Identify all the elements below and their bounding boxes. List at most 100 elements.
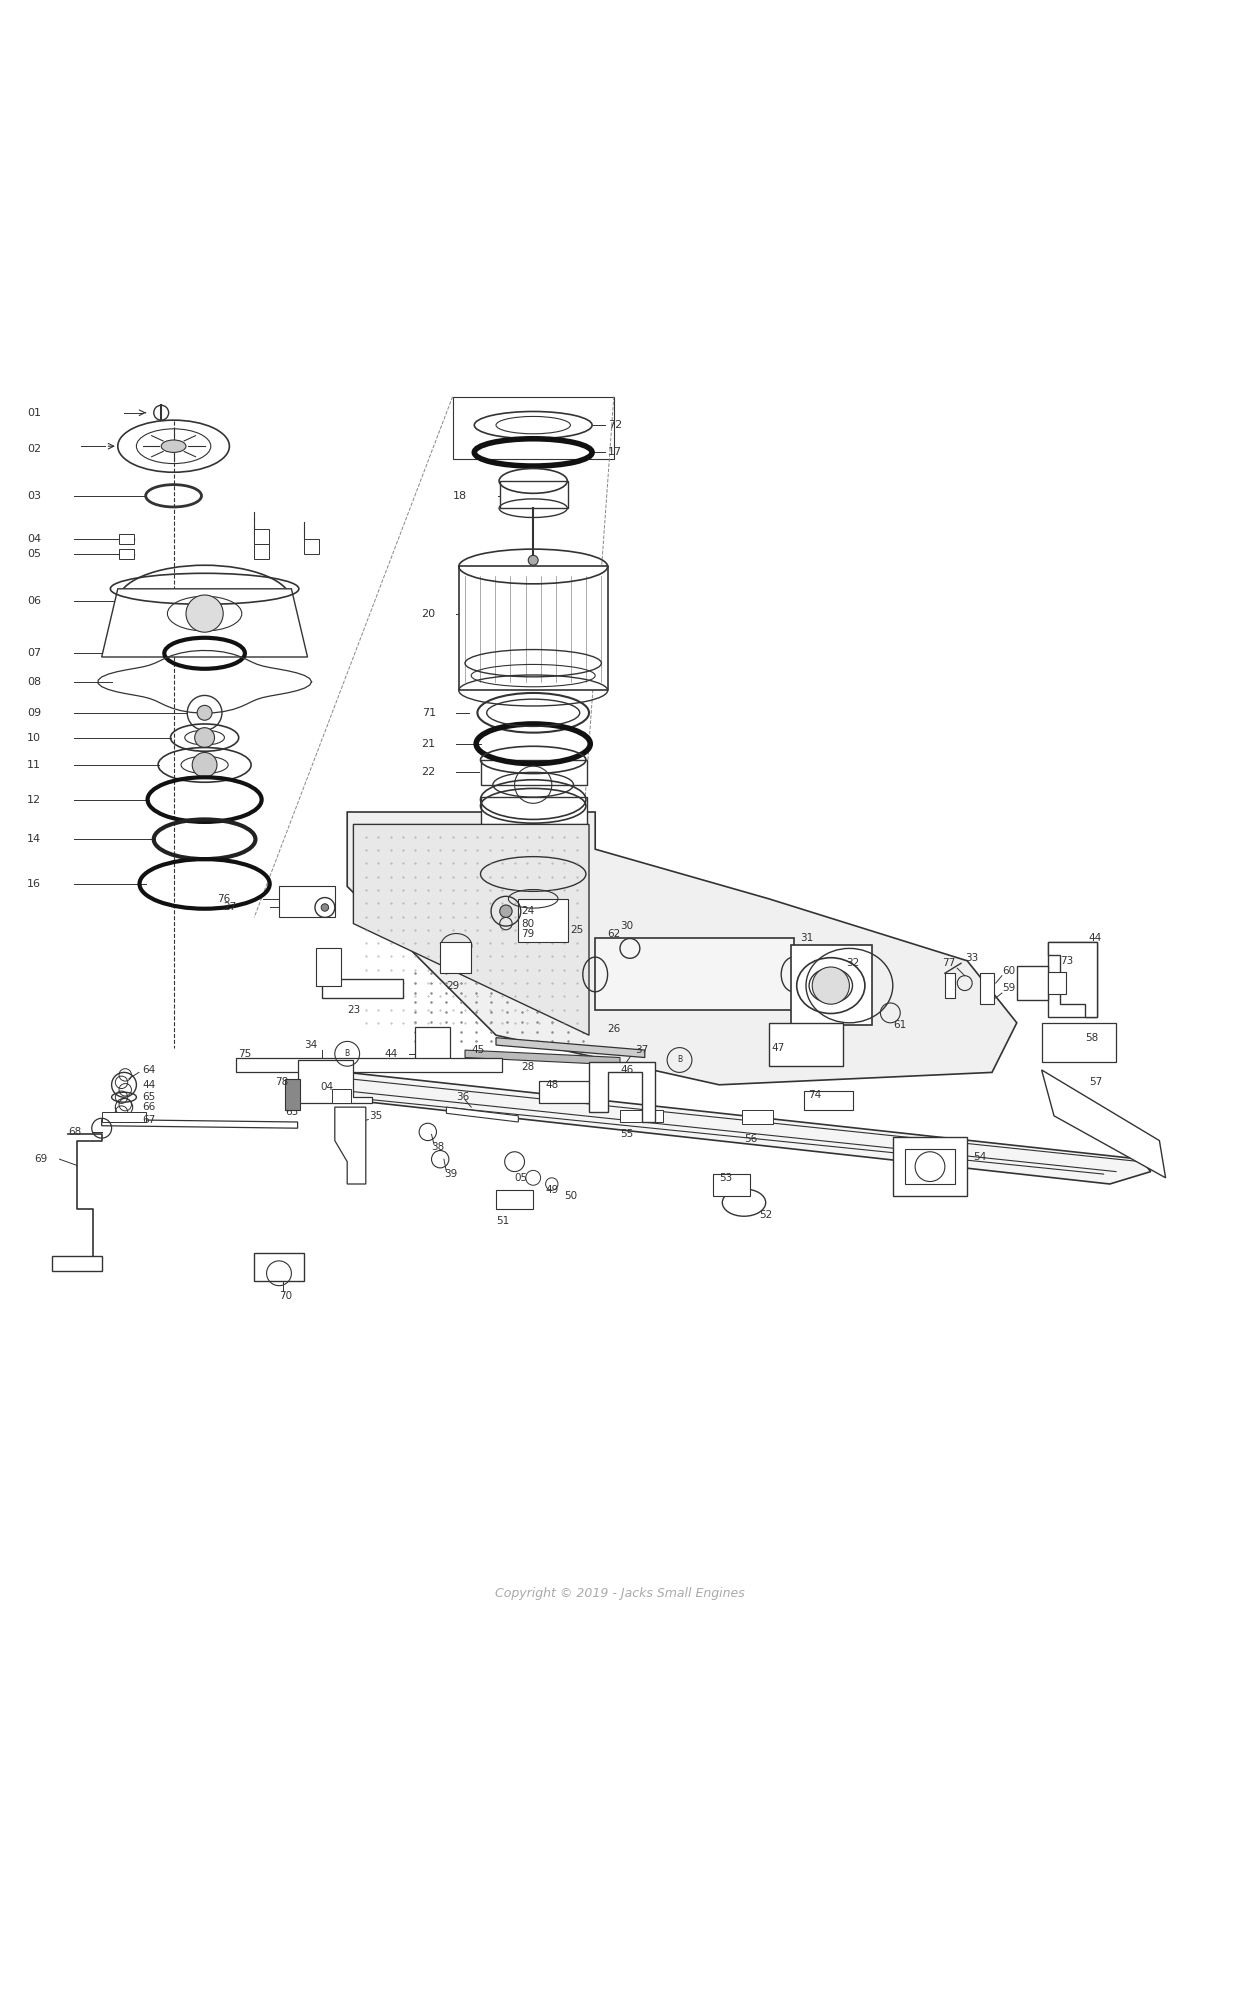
- Text: 06: 06: [27, 597, 41, 607]
- Text: 80: 80: [521, 918, 534, 928]
- Text: 17: 17: [608, 447, 621, 457]
- Bar: [518, 898, 568, 942]
- Circle shape: [812, 966, 849, 1004]
- Bar: [279, 886, 335, 918]
- Bar: [539, 1082, 595, 1104]
- Bar: [440, 942, 471, 974]
- Text: 08: 08: [27, 677, 41, 687]
- Bar: [713, 1174, 750, 1196]
- Polygon shape: [589, 1062, 655, 1122]
- Bar: [102, 1112, 146, 1122]
- Bar: [905, 1150, 955, 1184]
- Text: 74: 74: [808, 1090, 822, 1100]
- Text: B: B: [345, 1050, 350, 1058]
- Bar: [481, 760, 587, 784]
- Text: 04: 04: [27, 535, 41, 545]
- Bar: [500, 481, 568, 509]
- Text: 25: 25: [570, 924, 584, 934]
- Text: 57: 57: [1089, 1078, 1102, 1088]
- Text: 20: 20: [422, 609, 435, 619]
- Text: 23: 23: [347, 1006, 361, 1016]
- Polygon shape: [347, 1072, 1151, 1184]
- Text: 58: 58: [1085, 1032, 1099, 1042]
- Text: 60: 60: [1002, 966, 1016, 976]
- Bar: [453, 397, 614, 459]
- Bar: [1048, 942, 1097, 1016]
- Text: 34: 34: [304, 1040, 317, 1050]
- Circle shape: [192, 752, 217, 776]
- Text: B: B: [677, 1056, 682, 1064]
- Text: 63: 63: [285, 1108, 299, 1118]
- Text: 44: 44: [1089, 934, 1102, 944]
- Bar: [620, 1110, 663, 1122]
- Text: 45: 45: [471, 1046, 485, 1056]
- Text: 66: 66: [143, 1102, 156, 1112]
- Text: 62: 62: [608, 928, 621, 938]
- Text: 10: 10: [27, 733, 41, 743]
- Text: 39: 39: [444, 1170, 458, 1180]
- Ellipse shape: [161, 439, 186, 453]
- Bar: [769, 1022, 843, 1066]
- Bar: [52, 1255, 102, 1271]
- Polygon shape: [496, 1038, 645, 1058]
- Text: 72: 72: [608, 419, 621, 429]
- Text: 05: 05: [515, 1174, 528, 1184]
- Text: 07: 07: [27, 649, 41, 659]
- Text: 78: 78: [275, 1078, 289, 1088]
- Text: 54: 54: [973, 1152, 987, 1162]
- Text: 50: 50: [564, 1192, 578, 1202]
- Text: 52: 52: [759, 1210, 773, 1220]
- Bar: [1042, 1022, 1116, 1062]
- Bar: [980, 974, 994, 1004]
- Text: 09: 09: [27, 709, 41, 719]
- Text: 61: 61: [893, 1020, 906, 1030]
- Text: 70: 70: [279, 1291, 293, 1301]
- Text: 16: 16: [27, 878, 41, 888]
- Bar: [459, 567, 608, 691]
- Polygon shape: [1042, 1070, 1166, 1178]
- Text: 26: 26: [608, 1024, 621, 1034]
- Text: 35: 35: [370, 1112, 383, 1122]
- Text: 12: 12: [27, 794, 41, 804]
- Bar: [496, 1190, 533, 1210]
- Bar: [254, 545, 269, 559]
- Text: 64: 64: [143, 1066, 156, 1076]
- Bar: [254, 529, 269, 545]
- Bar: [119, 549, 134, 559]
- Text: 18: 18: [453, 491, 466, 501]
- Bar: [804, 1092, 853, 1110]
- Circle shape: [197, 705, 212, 721]
- Bar: [893, 1138, 967, 1196]
- Polygon shape: [465, 1050, 620, 1066]
- Text: 77: 77: [942, 958, 956, 968]
- Bar: [742, 1110, 773, 1124]
- Bar: [322, 980, 403, 998]
- Bar: [791, 944, 872, 1026]
- Text: 28: 28: [521, 1062, 534, 1072]
- Circle shape: [195, 729, 215, 748]
- Circle shape: [186, 595, 223, 633]
- Bar: [254, 1253, 304, 1281]
- Text: 04: 04: [320, 1082, 334, 1092]
- Text: 79: 79: [521, 928, 534, 938]
- Polygon shape: [298, 1060, 372, 1104]
- Text: 37: 37: [635, 1046, 649, 1056]
- Text: 59: 59: [1002, 984, 1016, 994]
- Text: 14: 14: [27, 834, 41, 844]
- Bar: [119, 535, 134, 545]
- Text: 73: 73: [1060, 956, 1074, 966]
- Bar: [316, 948, 341, 986]
- Text: 56: 56: [744, 1134, 758, 1144]
- Text: 11: 11: [27, 760, 41, 770]
- Text: 21: 21: [422, 739, 435, 748]
- Circle shape: [528, 555, 538, 565]
- Text: 76: 76: [217, 894, 231, 904]
- Text: 30: 30: [620, 920, 634, 930]
- Text: 03: 03: [27, 491, 41, 501]
- Text: 75: 75: [238, 1048, 252, 1058]
- Text: 38: 38: [432, 1142, 445, 1152]
- Circle shape: [321, 904, 329, 912]
- Bar: [236, 1058, 502, 1072]
- Bar: [595, 938, 794, 1010]
- Text: 71: 71: [422, 709, 435, 719]
